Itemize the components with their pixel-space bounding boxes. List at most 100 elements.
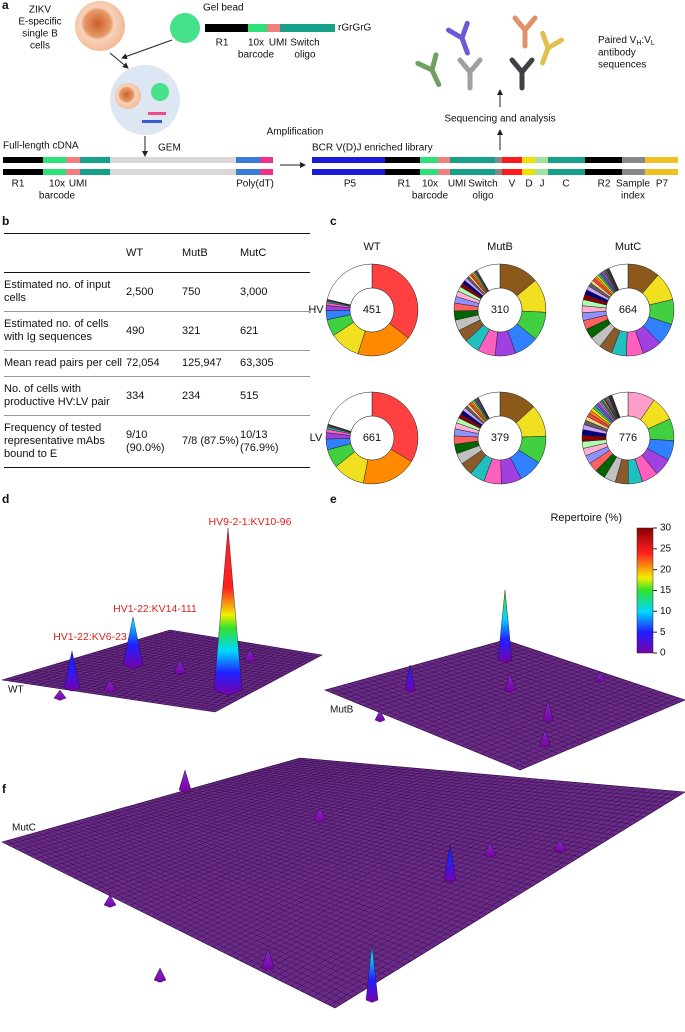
seq-segment bbox=[495, 169, 502, 175]
colorbar-tick-label: 30 bbox=[660, 523, 672, 534]
seq-segment bbox=[502, 169, 522, 175]
mesh-line bbox=[296, 787, 641, 989]
mesh-line bbox=[23, 632, 186, 684]
donut-count: 310 bbox=[491, 304, 509, 316]
peak bbox=[497, 589, 513, 664]
table-value: 750 bbox=[182, 285, 201, 298]
mesh-line bbox=[268, 785, 609, 975]
colorbar-tick-label: 10 bbox=[660, 606, 672, 617]
mesh-line bbox=[30, 633, 191, 685]
panel-a-art bbox=[75, 1, 503, 168]
library-label: V bbox=[509, 179, 516, 190]
seq-segment bbox=[260, 157, 273, 163]
mesh-line bbox=[273, 785, 615, 978]
row-label: HV bbox=[308, 304, 324, 316]
peak bbox=[178, 769, 192, 793]
mesh-line bbox=[79, 765, 390, 881]
seg bbox=[267, 24, 280, 32]
mesh-line bbox=[262, 784, 602, 973]
mesh-line bbox=[136, 645, 267, 701]
mesh-line bbox=[229, 781, 564, 956]
cdna-label: R1 bbox=[12, 179, 25, 190]
mesh-line bbox=[24, 760, 326, 854]
mesh-line bbox=[235, 781, 570, 959]
panel-letter: f bbox=[2, 782, 7, 796]
arrow bbox=[121, 39, 173, 60]
sample-label: MutB bbox=[330, 705, 354, 716]
colorbar-tick-label: 15 bbox=[660, 585, 672, 596]
mesh-line bbox=[337, 643, 518, 696]
mesh-line bbox=[124, 770, 442, 904]
mesh-line bbox=[9, 630, 176, 682]
paired-label: sequences bbox=[598, 60, 646, 71]
panel-letter: d bbox=[2, 492, 9, 506]
library-label: R2 bbox=[598, 179, 611, 190]
library-label: barcode bbox=[412, 191, 449, 202]
mesh-line bbox=[62, 764, 371, 873]
colorbar-tick-label: 0 bbox=[660, 648, 666, 659]
mesh-line bbox=[363, 651, 542, 707]
seq-segment bbox=[522, 157, 535, 163]
seq-segment bbox=[260, 169, 273, 175]
peak-label: HV1-22:KV14-111 bbox=[113, 603, 197, 615]
bead-label: barcode bbox=[238, 50, 275, 61]
donut-hole bbox=[605, 287, 651, 333]
mesh-line bbox=[162, 774, 487, 923]
gel-bead-label: Gel bead bbox=[203, 3, 244, 14]
table-value: 234 bbox=[182, 389, 201, 402]
row-label: Frequency of tested representative mAbs … bbox=[4, 422, 105, 460]
donut-count: 776 bbox=[619, 432, 637, 444]
seq-segment bbox=[312, 169, 385, 175]
mesh-line bbox=[37, 633, 196, 686]
seq-segment bbox=[645, 157, 678, 163]
table: WT MutB MutC Estimated no. of input cells 2,… bbox=[4, 233, 310, 468]
table-value: 321 bbox=[182, 324, 201, 337]
library-label: D bbox=[525, 179, 532, 190]
colorbar-tick-label: 25 bbox=[660, 543, 672, 554]
header-cell: WT bbox=[126, 246, 144, 259]
bead-label: Switch bbox=[290, 38, 319, 49]
cdna-label: 10x bbox=[49, 179, 65, 190]
donut-hole bbox=[477, 415, 523, 461]
seg bbox=[248, 24, 267, 32]
donut-hole bbox=[349, 287, 395, 333]
mesh-line bbox=[40, 761, 345, 862]
cell-label: single B bbox=[22, 29, 58, 40]
row-label: No. of cells with productive HV:LV pair bbox=[4, 383, 110, 408]
seq-segment bbox=[80, 169, 110, 175]
header-cell: MutB bbox=[182, 246, 208, 259]
panel-letter: a bbox=[2, 0, 9, 12]
mesh-line bbox=[96, 767, 410, 890]
mesh-line bbox=[487, 689, 656, 757]
mesh-line bbox=[301, 788, 647, 992]
library-label: oligo bbox=[472, 191, 494, 202]
mesh-line bbox=[112, 769, 429, 898]
mesh-line bbox=[428, 671, 602, 733]
mesh-line bbox=[207, 778, 538, 945]
table-value: 9/10 (90.0%) bbox=[126, 428, 165, 454]
column-label: WT bbox=[363, 241, 380, 253]
bead-end: rGrGrG bbox=[338, 23, 372, 34]
mesh-line bbox=[415, 667, 590, 728]
antibody bbox=[457, 57, 483, 91]
mesh-line bbox=[179, 775, 506, 931]
seq-segment bbox=[110, 169, 236, 175]
cell-label: ZIKV bbox=[29, 5, 52, 16]
peak bbox=[365, 944, 379, 1003]
mesh-line bbox=[409, 665, 584, 725]
antibody-shape bbox=[457, 57, 483, 91]
peak bbox=[243, 649, 257, 663]
mesh-line bbox=[190, 777, 519, 937]
seq-segment bbox=[585, 157, 622, 163]
mesh-line bbox=[16, 631, 181, 683]
cdna-label: Poly(dT) bbox=[236, 179, 274, 190]
mesh-line bbox=[290, 787, 634, 987]
mesh-line bbox=[35, 761, 339, 859]
cdna-label: UMI bbox=[69, 179, 87, 190]
library-label: Sample bbox=[616, 179, 650, 190]
mesh-line bbox=[157, 773, 480, 920]
seq-segment bbox=[622, 169, 645, 175]
mesh-line bbox=[7, 758, 307, 845]
seq-segment bbox=[548, 169, 585, 175]
